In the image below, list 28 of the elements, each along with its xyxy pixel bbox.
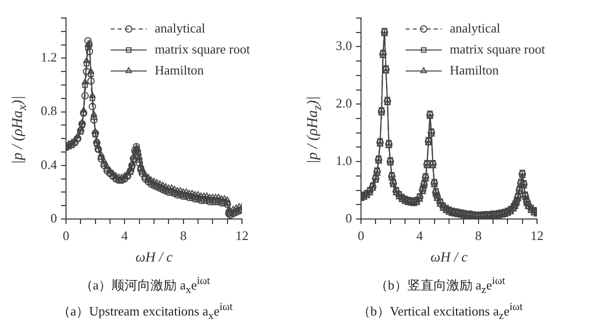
x-axis-title: ωH / c [430, 250, 468, 266]
y-tick-label: 0.4 [40, 156, 58, 172]
legend-label: analytical [154, 20, 206, 36]
x-tick-label: 12 [236, 228, 248, 244]
y-tick-label: 0 [346, 210, 352, 226]
x-tick-label: 4 [121, 228, 128, 244]
y-tick-label: 2.0 [336, 96, 352, 111]
text: （b）Vertical excitations a$_{z}$e$^{iωt}$ [356, 300, 524, 321]
x-axis-title: ωH / c [135, 250, 174, 266]
y-tick-label: 0.8 [40, 103, 57, 118]
x-tick-label: 0 [358, 228, 364, 244]
x-tick-label: 8 [475, 228, 482, 244]
legend-label: matrix square root [154, 41, 250, 56]
x-tick-label: 12 [530, 228, 544, 244]
legend-label: Hamilton [154, 62, 204, 78]
y-tick-label: 1.2 [40, 50, 57, 65]
x-tick-label: 0 [62, 228, 70, 244]
legend-label: analytical [450, 20, 501, 36]
y-tick-label: 0 [50, 210, 57, 226]
legend-label: matrix square root [450, 41, 546, 56]
text: （a）Upstream excitations a$_{x}$e$^{iωt}$ [56, 300, 234, 321]
x-tick-label: 8 [180, 228, 187, 244]
legend-label: Hamilton [450, 62, 500, 78]
y-tick-label: 3.0 [336, 38, 352, 54]
text: （b）竖直向激励 a$_{z}$e$^{iωt}$ [374, 274, 506, 298]
text: （a）顺河向激励 a$_{x}$e$^{iωt}$ [78, 274, 212, 298]
y-tick-label: 1.0 [336, 152, 352, 168]
x-tick-label: 4 [416, 228, 424, 244]
